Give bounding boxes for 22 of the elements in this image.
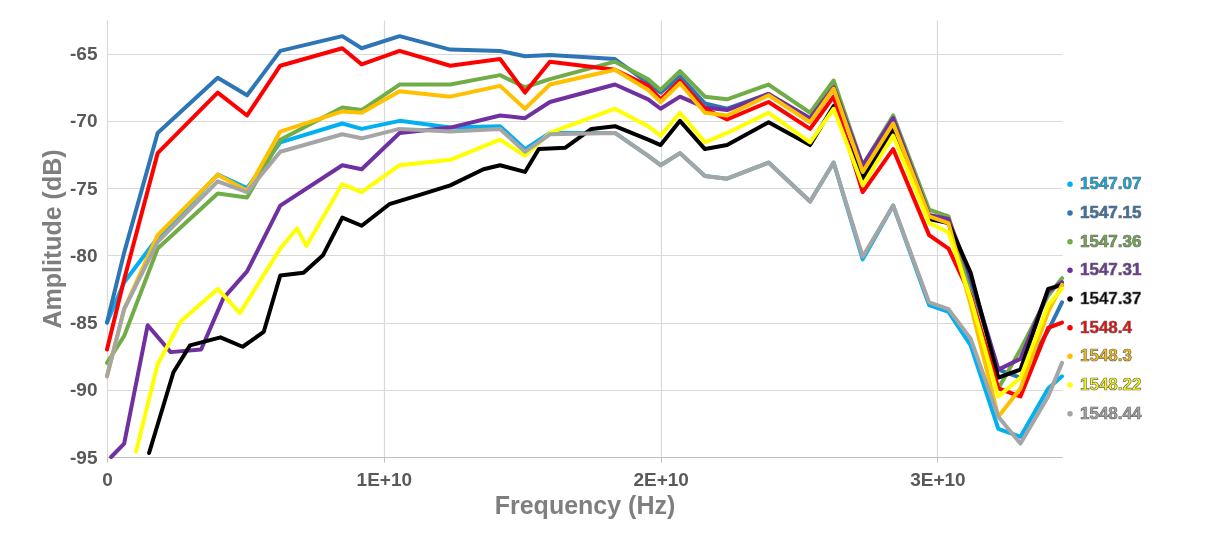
- y-tick-label: -95: [70, 446, 98, 468]
- x-tick-label: 0: [102, 468, 113, 490]
- text: 1548.3: [1080, 346, 1132, 366]
- series-label: 1548.44: [1080, 403, 1142, 423]
- y-tick-label: -70: [70, 110, 98, 132]
- series-label: 1547.31: [1080, 260, 1142, 280]
- text: 1547.15: [1080, 203, 1142, 222]
- text: 1548.22: [1080, 375, 1142, 394]
- y-tick-label: -80: [70, 244, 98, 266]
- y-tick-label: -90: [70, 379, 98, 401]
- x-tick-label: 3E+10: [910, 468, 966, 490]
- x-axis-title: Frequency (Hz): [494, 490, 676, 519]
- y-tick-label: -85: [70, 312, 98, 334]
- series-label: 1548.4: [1080, 317, 1133, 337]
- x-tick-label: 1E+10: [356, 468, 413, 490]
- x-tick-label: 2E+10: [633, 468, 689, 490]
- y-tick-label: -75: [70, 177, 98, 199]
- text: 1547.07: [1080, 174, 1142, 194]
- series-label: 1547.36: [1080, 231, 1142, 251]
- series-label: 1547.37: [1080, 289, 1142, 308]
- y-tick-label: -65: [70, 43, 98, 65]
- y-axis-title: Amplitude (dB): [38, 149, 67, 329]
